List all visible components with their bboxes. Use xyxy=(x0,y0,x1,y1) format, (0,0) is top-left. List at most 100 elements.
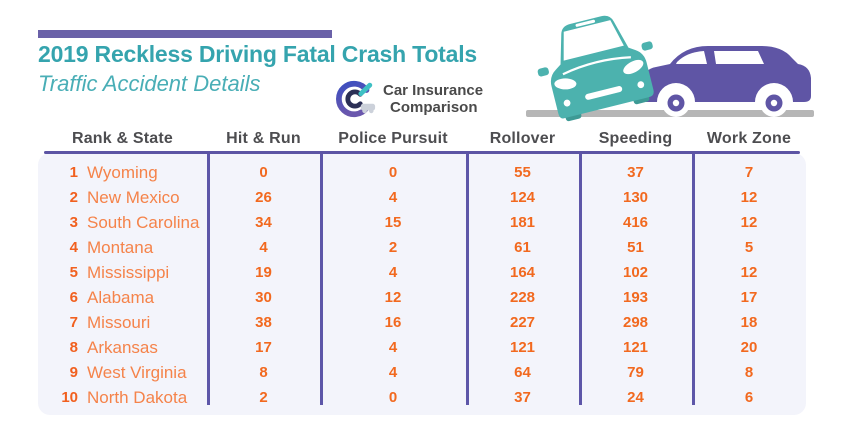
rank-number: 5 xyxy=(69,264,78,281)
purple-suv-icon xyxy=(643,46,811,117)
table-row: 8 Arkansas 17 4 121 121 20 xyxy=(38,335,806,360)
value-cell: 4 xyxy=(388,264,398,281)
brand-logo: Car Insurance Comparison xyxy=(335,78,483,120)
value-cell: 19 xyxy=(255,264,272,281)
rank-number: 10 xyxy=(61,389,78,406)
value-cell: 2 xyxy=(388,239,398,256)
table-row: 3 South Carolina 34 15 181 416 12 xyxy=(38,210,806,235)
brand-name-line2: Comparison xyxy=(390,99,478,116)
column-header-speeding: Speeding xyxy=(598,130,673,147)
value-cell: 130 xyxy=(622,189,649,206)
table-rows: 1 Wyoming 0 0 55 37 7 2 New Mexico 26 4 124 130 12 3 So… xyxy=(38,160,806,410)
value-cell: 228 xyxy=(509,289,536,306)
value-cell: 37 xyxy=(627,164,644,181)
value-cell: 12 xyxy=(740,214,758,231)
table-header-row: Rank & State Hit & Run Police Pursuit Ro… xyxy=(38,130,806,150)
value-cell: 12 xyxy=(740,189,758,206)
column-header-hit-run: Hit & Run xyxy=(226,130,301,147)
value-cell: 55 xyxy=(514,164,531,181)
value-cell: 164 xyxy=(509,264,536,281)
table-row: 2 New Mexico 26 4 124 130 12 xyxy=(38,185,806,210)
value-cell: 12 xyxy=(384,289,402,306)
value-cell: 8 xyxy=(744,364,754,381)
rank-number: 4 xyxy=(69,239,78,256)
value-cell: 17 xyxy=(740,289,758,306)
table-row: 5 Mississippi 19 4 164 102 12 xyxy=(38,260,806,285)
mini-car-icon xyxy=(360,103,376,114)
value-cell: 193 xyxy=(622,289,649,306)
state-name: Missouri xyxy=(87,312,151,332)
table-row: 7 Missouri 38 16 227 298 18 xyxy=(38,310,806,335)
value-cell: 121 xyxy=(622,339,649,356)
value-cell: 5 xyxy=(744,239,754,256)
column-divider xyxy=(207,153,210,405)
value-cell: 38 xyxy=(255,314,272,331)
title-accent-bar xyxy=(38,30,332,38)
table-row: 10 North Dakota 2 0 37 24 6 xyxy=(38,385,806,410)
rank-number: 2 xyxy=(69,189,78,206)
table-row: 4 Montana 4 2 61 51 5 xyxy=(38,235,806,260)
value-cell: 15 xyxy=(384,214,402,231)
column-divider xyxy=(579,153,582,405)
value-cell: 298 xyxy=(622,314,649,331)
rank-state-cell: 10 North Dakota xyxy=(38,388,207,408)
value-cell: 61 xyxy=(514,239,531,256)
column-divider xyxy=(320,153,323,405)
rank-state-cell: 4 Montana xyxy=(38,238,207,258)
value-cell: 2 xyxy=(259,389,268,406)
table-header-divider xyxy=(44,151,800,154)
rank-state-cell: 9 West Virginia xyxy=(38,363,207,383)
column-header-police-pursuit: Police Pursuit xyxy=(338,130,448,147)
state-name: North Dakota xyxy=(87,387,188,407)
table-row: 9 West Virginia 8 4 64 79 8 xyxy=(38,360,806,385)
rank-state-cell: 7 Missouri xyxy=(38,313,207,333)
value-cell: 4 xyxy=(259,239,268,256)
rank-state-cell: 1 Wyoming xyxy=(38,163,207,183)
value-cell: 30 xyxy=(255,289,272,306)
rank-number: 1 xyxy=(69,164,78,181)
value-cell: 8 xyxy=(259,364,268,381)
value-cell: 26 xyxy=(255,189,272,206)
value-cell: 6 xyxy=(744,389,754,406)
state-name: Wyoming xyxy=(87,162,158,182)
page-title: 2019 Reckless Driving Fatal Crash Totals xyxy=(38,41,477,67)
column-header-rank-state: Rank & State xyxy=(71,130,174,147)
value-cell: 64 xyxy=(514,364,531,381)
state-name: South Carolina xyxy=(87,212,200,232)
value-cell: 4 xyxy=(388,189,398,206)
state-name: Arkansas xyxy=(87,337,158,357)
value-cell: 17 xyxy=(255,339,272,356)
rank-number: 3 xyxy=(69,214,78,231)
table-row: 6 Alabama 30 12 228 193 17 xyxy=(38,285,806,310)
state-name: New Mexico xyxy=(87,187,180,207)
rank-number: 9 xyxy=(69,364,78,381)
rear-end-crash-illustration-icon xyxy=(526,15,814,122)
column-divider xyxy=(692,153,695,405)
state-name: Alabama xyxy=(87,287,155,307)
value-cell: 7 xyxy=(744,164,754,181)
rank-number: 8 xyxy=(69,339,78,356)
column-header-work-zone: Work Zone xyxy=(706,130,792,147)
value-cell: 51 xyxy=(627,239,644,256)
value-cell: 0 xyxy=(388,389,398,406)
value-cell: 20 xyxy=(740,339,758,356)
value-cell: 4 xyxy=(388,339,398,356)
value-cell: 0 xyxy=(388,164,398,181)
table-body: 1 Wyoming 0 0 55 37 7 2 New Mexico 26 4 124 130 12 3 So… xyxy=(38,153,806,415)
state-name: Mississippi xyxy=(87,262,170,282)
state-name: Montana xyxy=(87,237,154,257)
rank-state-cell: 3 South Carolina xyxy=(38,213,207,233)
teal-car-icon xyxy=(537,15,654,122)
page-subtitle: Traffic Accident Details xyxy=(38,71,261,96)
rank-state-cell: 6 Alabama xyxy=(38,288,207,308)
column-divider xyxy=(466,153,469,405)
state-name: West Virginia xyxy=(87,362,187,382)
value-cell: 37 xyxy=(514,389,531,406)
brand-logo-text: Car Insurance Comparison xyxy=(383,82,483,116)
value-cell: 121 xyxy=(509,339,536,356)
value-cell: 124 xyxy=(509,189,536,206)
value-cell: 16 xyxy=(384,314,402,331)
value-cell: 18 xyxy=(740,314,758,331)
rank-number: 7 xyxy=(69,314,78,331)
